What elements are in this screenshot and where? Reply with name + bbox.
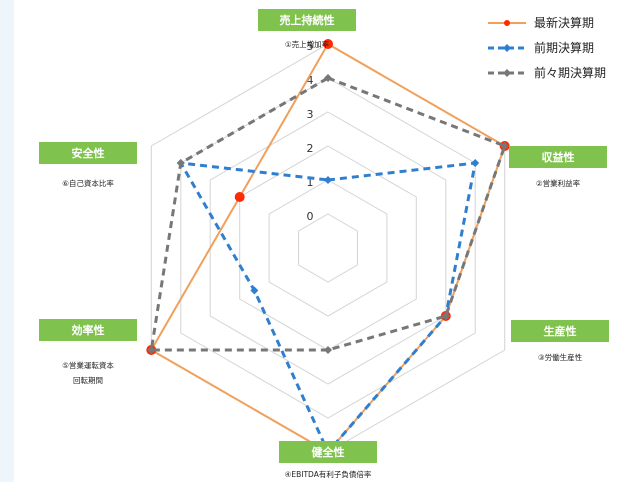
metric-label-labor-productivity: ③労働生産性: [537, 353, 583, 362]
grid-ring-5: [150, 43, 506, 453]
series-2-point-2: [441, 312, 450, 320]
axis-label-productivity: 生産性: [511, 320, 609, 342]
series-2-point-5: [176, 159, 185, 167]
metric-label-equity-ratio: ⑥自己資本比率: [62, 179, 114, 188]
legend-marker-previous: [488, 43, 526, 52]
axis-label-safety: 安全性: [39, 142, 137, 164]
legend: 最新決算期 前期決算期 前々期決算期: [486, 10, 606, 85]
metric-label-line-1: ⑤営業運転資本: [62, 361, 114, 370]
series-2-point-4: [147, 346, 156, 354]
metric-label-ebitda-debt-ratio: ④EBITDA有利子負債倍率: [284, 470, 372, 479]
series-1-point-1: [471, 159, 480, 167]
legend-label-two-periods-ago: 前々期決算期: [534, 66, 607, 80]
series-2-point-1: [500, 142, 509, 150]
axis-label-efficiency: 効率性: [39, 319, 137, 341]
grid-ring-3: [209, 111, 447, 385]
metric-label-working-capital-turnover: ⑤営業運転資本 回転期間: [23, 358, 153, 388]
tick-label-1: 1: [307, 176, 314, 189]
grid-ring-4: [180, 77, 476, 419]
axis-label-profitability: 収益性: [509, 146, 607, 168]
series-line-1: [179, 161, 477, 454]
tick-label-2: 2: [307, 142, 314, 155]
legend-item-latest: 最新決算期: [486, 10, 606, 35]
series-line-0: [150, 43, 506, 453]
tick-label-4: 4: [307, 74, 314, 87]
grid-ring-1: [268, 179, 388, 317]
metric-label-operating-profit-margin: ②営業利益率: [535, 179, 581, 188]
chart-area: 0 1 2 3 4 5 売上持続性 ①売上増加率 収益性 ②営業利益率 生産性 ③労働生産…: [14, 0, 632, 482]
legend-label-previous: 前期決算期: [534, 41, 595, 55]
legend-item-previous: 前期決算期: [486, 35, 606, 60]
series-0-point-0: [323, 39, 333, 49]
metric-label-sales-growth-rate: ①売上増加率: [284, 40, 330, 49]
legend-item-two-periods-ago: 前々期決算期: [486, 60, 606, 85]
series-1-point-4: [250, 286, 259, 295]
axis-label-sales-sustainability: 売上持続性: [258, 9, 356, 31]
tick-label-5: 5: [307, 40, 314, 53]
legend-marker-latest: [488, 19, 526, 26]
metric-label-line-2: 回転期間: [73, 376, 103, 385]
tick-label-0: 0: [307, 210, 314, 223]
series-0-point-5: [234, 192, 245, 202]
series-1-point-0: [324, 176, 332, 184]
grid-ring-0: [298, 213, 358, 283]
legend-marker-two-periods-ago: [488, 68, 526, 77]
series-2-point-0: [324, 74, 332, 82]
tick-label-3: 3: [307, 108, 314, 121]
legend-label-latest: 最新決算期: [534, 16, 595, 30]
series-2-point-3: [324, 346, 332, 354]
axis-label-soundness: 健全性: [279, 441, 377, 463]
